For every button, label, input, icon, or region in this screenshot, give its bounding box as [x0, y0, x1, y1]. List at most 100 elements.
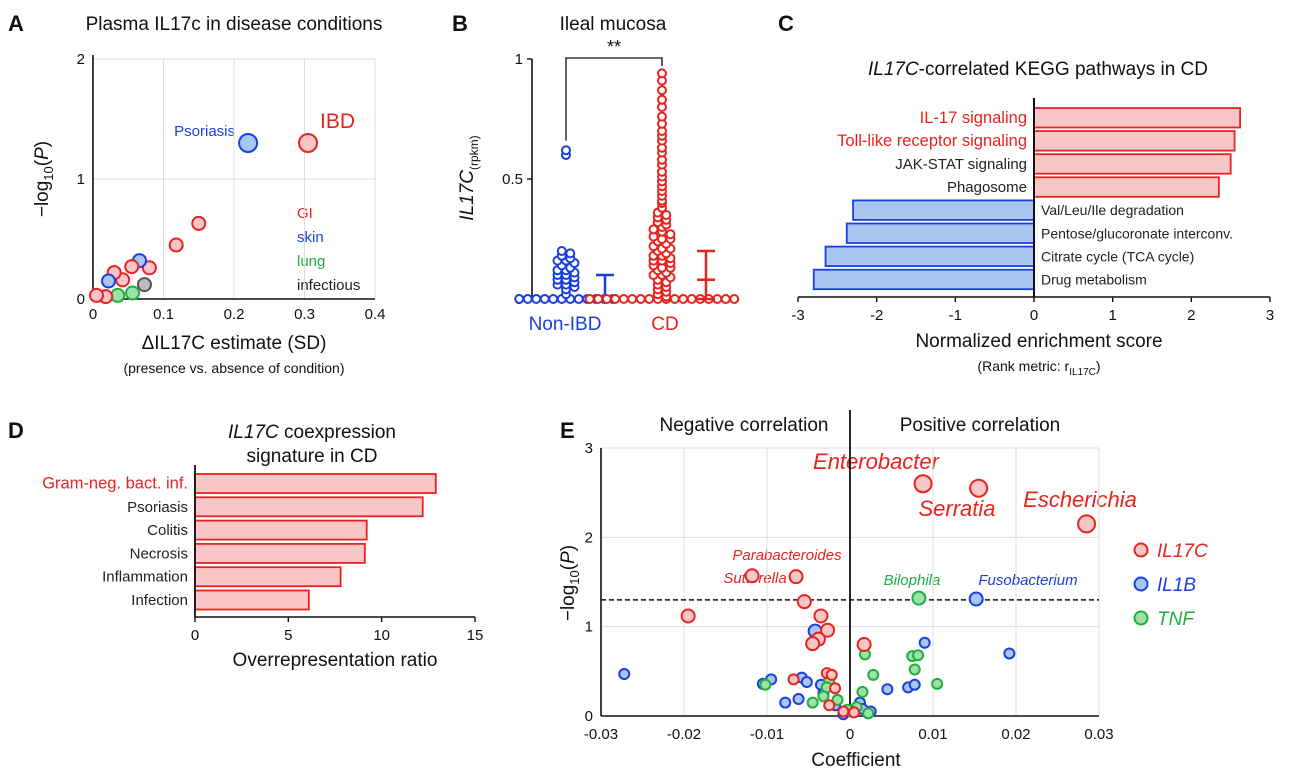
x-tick-label: -0.01 [750, 726, 784, 743]
panel-e-legend: IL17C IL1B TNF [1133, 541, 1208, 630]
data-point [720, 294, 731, 304]
data-point [796, 594, 812, 610]
panel-a-ylabel: −log10(P) [32, 141, 56, 217]
bar-label: Val/Leu/Ile degradation [1041, 202, 1184, 218]
data-point [686, 294, 697, 304]
data-point [881, 683, 894, 696]
genus-label: Fusobacterium [978, 572, 1077, 589]
data-point [729, 294, 740, 304]
data-point [298, 133, 319, 153]
legend-label: infectious [297, 277, 360, 294]
x-tick-label: 0.3 [294, 306, 315, 323]
panel-d-title-line2: signature in CD [247, 446, 378, 467]
panel-e-plot: -0.03 -0.02 -0.01 0 0.01 0.02 0.03 0 1 2 3 [584, 410, 1114, 743]
data-point [661, 210, 672, 220]
x-tick-label: 2 [1187, 307, 1195, 324]
bar [1033, 107, 1242, 129]
bar [852, 199, 1035, 221]
data-point [856, 637, 872, 653]
x-tick-label: 1 [1108, 307, 1116, 324]
legend-marker [1133, 610, 1149, 626]
panel-b-significance: ** [607, 37, 621, 57]
data-point [665, 229, 676, 240]
panel-letter-d: D [8, 418, 24, 443]
x-tick-label: 0 [846, 726, 854, 743]
data-point [837, 705, 850, 718]
data-point [124, 285, 140, 301]
data-point [787, 673, 800, 686]
panel-e-xlabel: Coefficient [811, 750, 901, 771]
panel-d-title-italic: IL17C [228, 422, 279, 443]
x-tick-label: 0.2 [224, 306, 245, 323]
bar-label: Phagosome [947, 179, 1027, 196]
data-point [856, 685, 869, 698]
panel-b-ylabel-sub: (rpkm) [467, 135, 481, 170]
data-point [912, 649, 925, 662]
y-tick-label: 1 [585, 619, 593, 636]
panel-b-group-cd: CD [651, 314, 678, 335]
data-point [635, 294, 646, 304]
data-point [759, 678, 772, 691]
panel-e-ylabel-it: P [558, 551, 579, 564]
data-point [610, 294, 621, 304]
data-point [678, 294, 689, 304]
x-tick-label: 0.02 [1001, 726, 1030, 743]
panel-a-xsublabel: (presence vs. absence of condition) [123, 360, 344, 376]
data-point [539, 294, 550, 304]
data-point [514, 294, 525, 304]
bar [194, 473, 437, 494]
data-point [648, 224, 659, 235]
data-point [556, 246, 567, 256]
y-tick-label: 0.5 [502, 171, 523, 188]
bar [1033, 153, 1232, 175]
data-point [531, 294, 542, 304]
bar-label: Drug metabolism [1041, 271, 1147, 287]
x-tick-label: -0.02 [667, 726, 701, 743]
panel-d-title-rest: coexpression [279, 422, 396, 443]
x-tick-label: 10 [373, 627, 390, 644]
data-point [806, 696, 819, 709]
panel-e-ylabel-mid: ( [558, 563, 579, 570]
x-tick-label: 3 [1266, 307, 1274, 324]
significance-bracket [565, 57, 663, 141]
x-tick-label: 0 [1030, 307, 1038, 324]
panel-c-xsub-sub: IL17C [1069, 367, 1096, 378]
panel-e-genus-labels: Enterobacter Serratia Escherichia Parabacte… [723, 449, 1137, 589]
panel-d-xlabel: Overrepresentation ratio [233, 650, 438, 671]
data-point [168, 237, 184, 253]
y-tick-label: 2 [77, 51, 85, 68]
data-point [911, 590, 927, 606]
panel-a-title: Plasma IL17c in disease conditions [86, 14, 383, 35]
bar-label: Toll-like receptor signaling [837, 132, 1027, 150]
panel-b-title: Ileal mucosa [560, 14, 667, 35]
x-tick-label: 0.03 [1084, 726, 1113, 743]
data-point [110, 287, 126, 303]
panel-b-ylabel-main: IL17C [457, 170, 478, 221]
bar-label: IL-17 signaling [920, 109, 1027, 127]
bar [812, 268, 1035, 291]
panel-b-ylabel: IL17C(rpkm) [457, 135, 481, 220]
genus-label: Enterobacter [813, 449, 941, 474]
panel-e-ylabel-post: ) [558, 545, 579, 551]
data-point [908, 663, 921, 676]
data-point [813, 608, 829, 624]
bar [194, 519, 368, 541]
data-point [862, 707, 875, 720]
panel-e-positive-label: Positive correlation [900, 415, 1061, 436]
panel-a-plot: 0 0.1 0.2 0.3 0.4 0 1 2 [77, 51, 386, 323]
y-tick-label: 2 [585, 529, 593, 546]
data-point [522, 294, 533, 304]
data-point [829, 682, 842, 695]
data-point [1003, 647, 1016, 660]
bar-label: Pentose/glucoronate interconv. [1041, 225, 1233, 241]
legend-marker [1133, 576, 1149, 592]
data-point [848, 706, 861, 719]
panel-e-ylabel-sub: 10 [567, 570, 582, 584]
data-point [101, 273, 117, 289]
data-point [779, 696, 792, 709]
data-point [805, 636, 821, 652]
panel-c-plot: IL-17 signaling Toll-like receptor signal… [791, 98, 1274, 324]
data-point [918, 636, 931, 649]
bar [1033, 130, 1236, 152]
